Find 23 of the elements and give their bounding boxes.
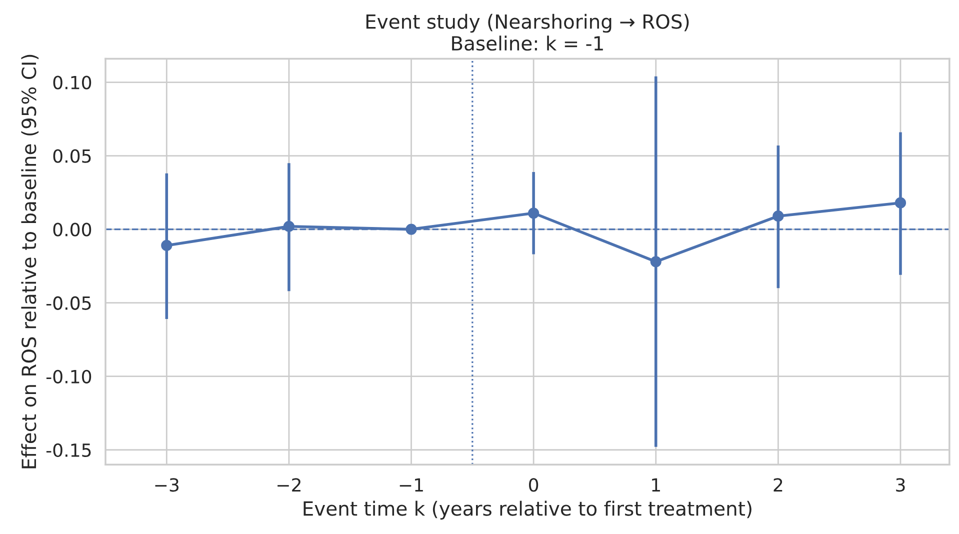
- point: [894, 197, 906, 208]
- x-tick-label: 1: [652, 478, 660, 492]
- y-tick-label: 0.05: [53, 149, 91, 163]
- point: [406, 224, 417, 235]
- y-tick-label: 0.00: [53, 222, 92, 236]
- y-tick-label: -0.15: [46, 443, 91, 457]
- point: [528, 208, 540, 219]
- point: [161, 240, 172, 252]
- x-tick-label: 3: [896, 478, 905, 492]
- x-tick-label: 0: [529, 478, 538, 492]
- y-tick-label: 0.10: [53, 76, 92, 90]
- chart-title: Event study (Nearshoring → ROS) Baseline: k = -1: [366, 14, 689, 51]
- point: [772, 210, 784, 222]
- y-tick-label: -0.05: [46, 296, 91, 310]
- point: [283, 220, 295, 232]
- x-tick-label: −1: [400, 478, 423, 492]
- x-tick-label: −3: [155, 478, 179, 492]
- y-axis-title: Effect on ROS relative to baseline (95% CI): [21, 54, 39, 468]
- x-tick-label: 2: [774, 478, 782, 492]
- point: [650, 256, 662, 268]
- x-tick-label: −2: [278, 478, 300, 492]
- x-axis-title: Event time k (years relative to first treatment): [304, 500, 752, 520]
- y-tick-label: -0.10: [46, 370, 92, 384]
